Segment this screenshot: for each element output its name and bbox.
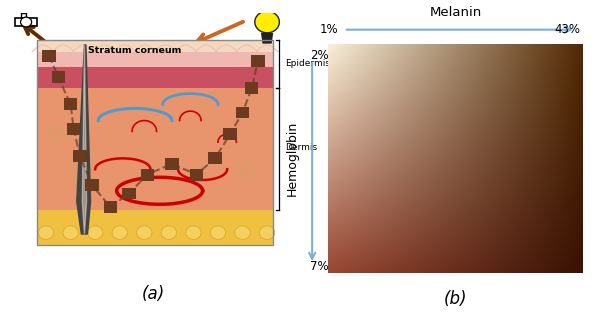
Polygon shape [165, 158, 179, 170]
Polygon shape [37, 40, 273, 52]
Polygon shape [251, 55, 265, 67]
Polygon shape [104, 201, 117, 213]
Polygon shape [190, 169, 203, 181]
Polygon shape [52, 71, 65, 83]
Text: Hemoglobin: Hemoglobin [286, 121, 299, 196]
Circle shape [235, 226, 251, 239]
Polygon shape [208, 152, 222, 164]
Polygon shape [85, 179, 99, 191]
Circle shape [137, 226, 152, 239]
Polygon shape [141, 169, 154, 181]
Circle shape [161, 226, 177, 239]
Circle shape [88, 226, 103, 239]
Polygon shape [73, 150, 87, 162]
Text: Epidermis: Epidermis [286, 59, 330, 68]
Circle shape [185, 226, 201, 239]
Circle shape [21, 17, 32, 27]
Polygon shape [261, 33, 273, 44]
Text: Dermis: Dermis [286, 143, 317, 152]
Polygon shape [223, 128, 237, 140]
Polygon shape [37, 52, 273, 67]
Text: 43%: 43% [555, 23, 581, 36]
Text: (a): (a) [142, 285, 165, 303]
Polygon shape [37, 210, 273, 245]
Circle shape [255, 11, 279, 33]
Circle shape [112, 226, 128, 239]
Polygon shape [37, 67, 273, 88]
Circle shape [210, 226, 226, 239]
Polygon shape [37, 53, 273, 245]
Polygon shape [82, 45, 87, 234]
Text: 1%: 1% [320, 23, 339, 36]
Circle shape [259, 226, 275, 239]
Polygon shape [64, 98, 77, 110]
Text: Stratum corneum: Stratum corneum [88, 46, 182, 55]
Polygon shape [122, 187, 136, 199]
Polygon shape [245, 82, 258, 94]
Polygon shape [236, 106, 249, 118]
Polygon shape [77, 45, 91, 234]
Text: 7%: 7% [311, 260, 329, 273]
Text: 2%: 2% [311, 49, 329, 62]
Polygon shape [42, 50, 56, 62]
Polygon shape [37, 88, 273, 210]
Polygon shape [67, 123, 80, 135]
Circle shape [63, 226, 79, 239]
Text: Melanin: Melanin [430, 6, 482, 19]
Text: (b): (b) [444, 290, 468, 308]
Circle shape [38, 226, 54, 239]
